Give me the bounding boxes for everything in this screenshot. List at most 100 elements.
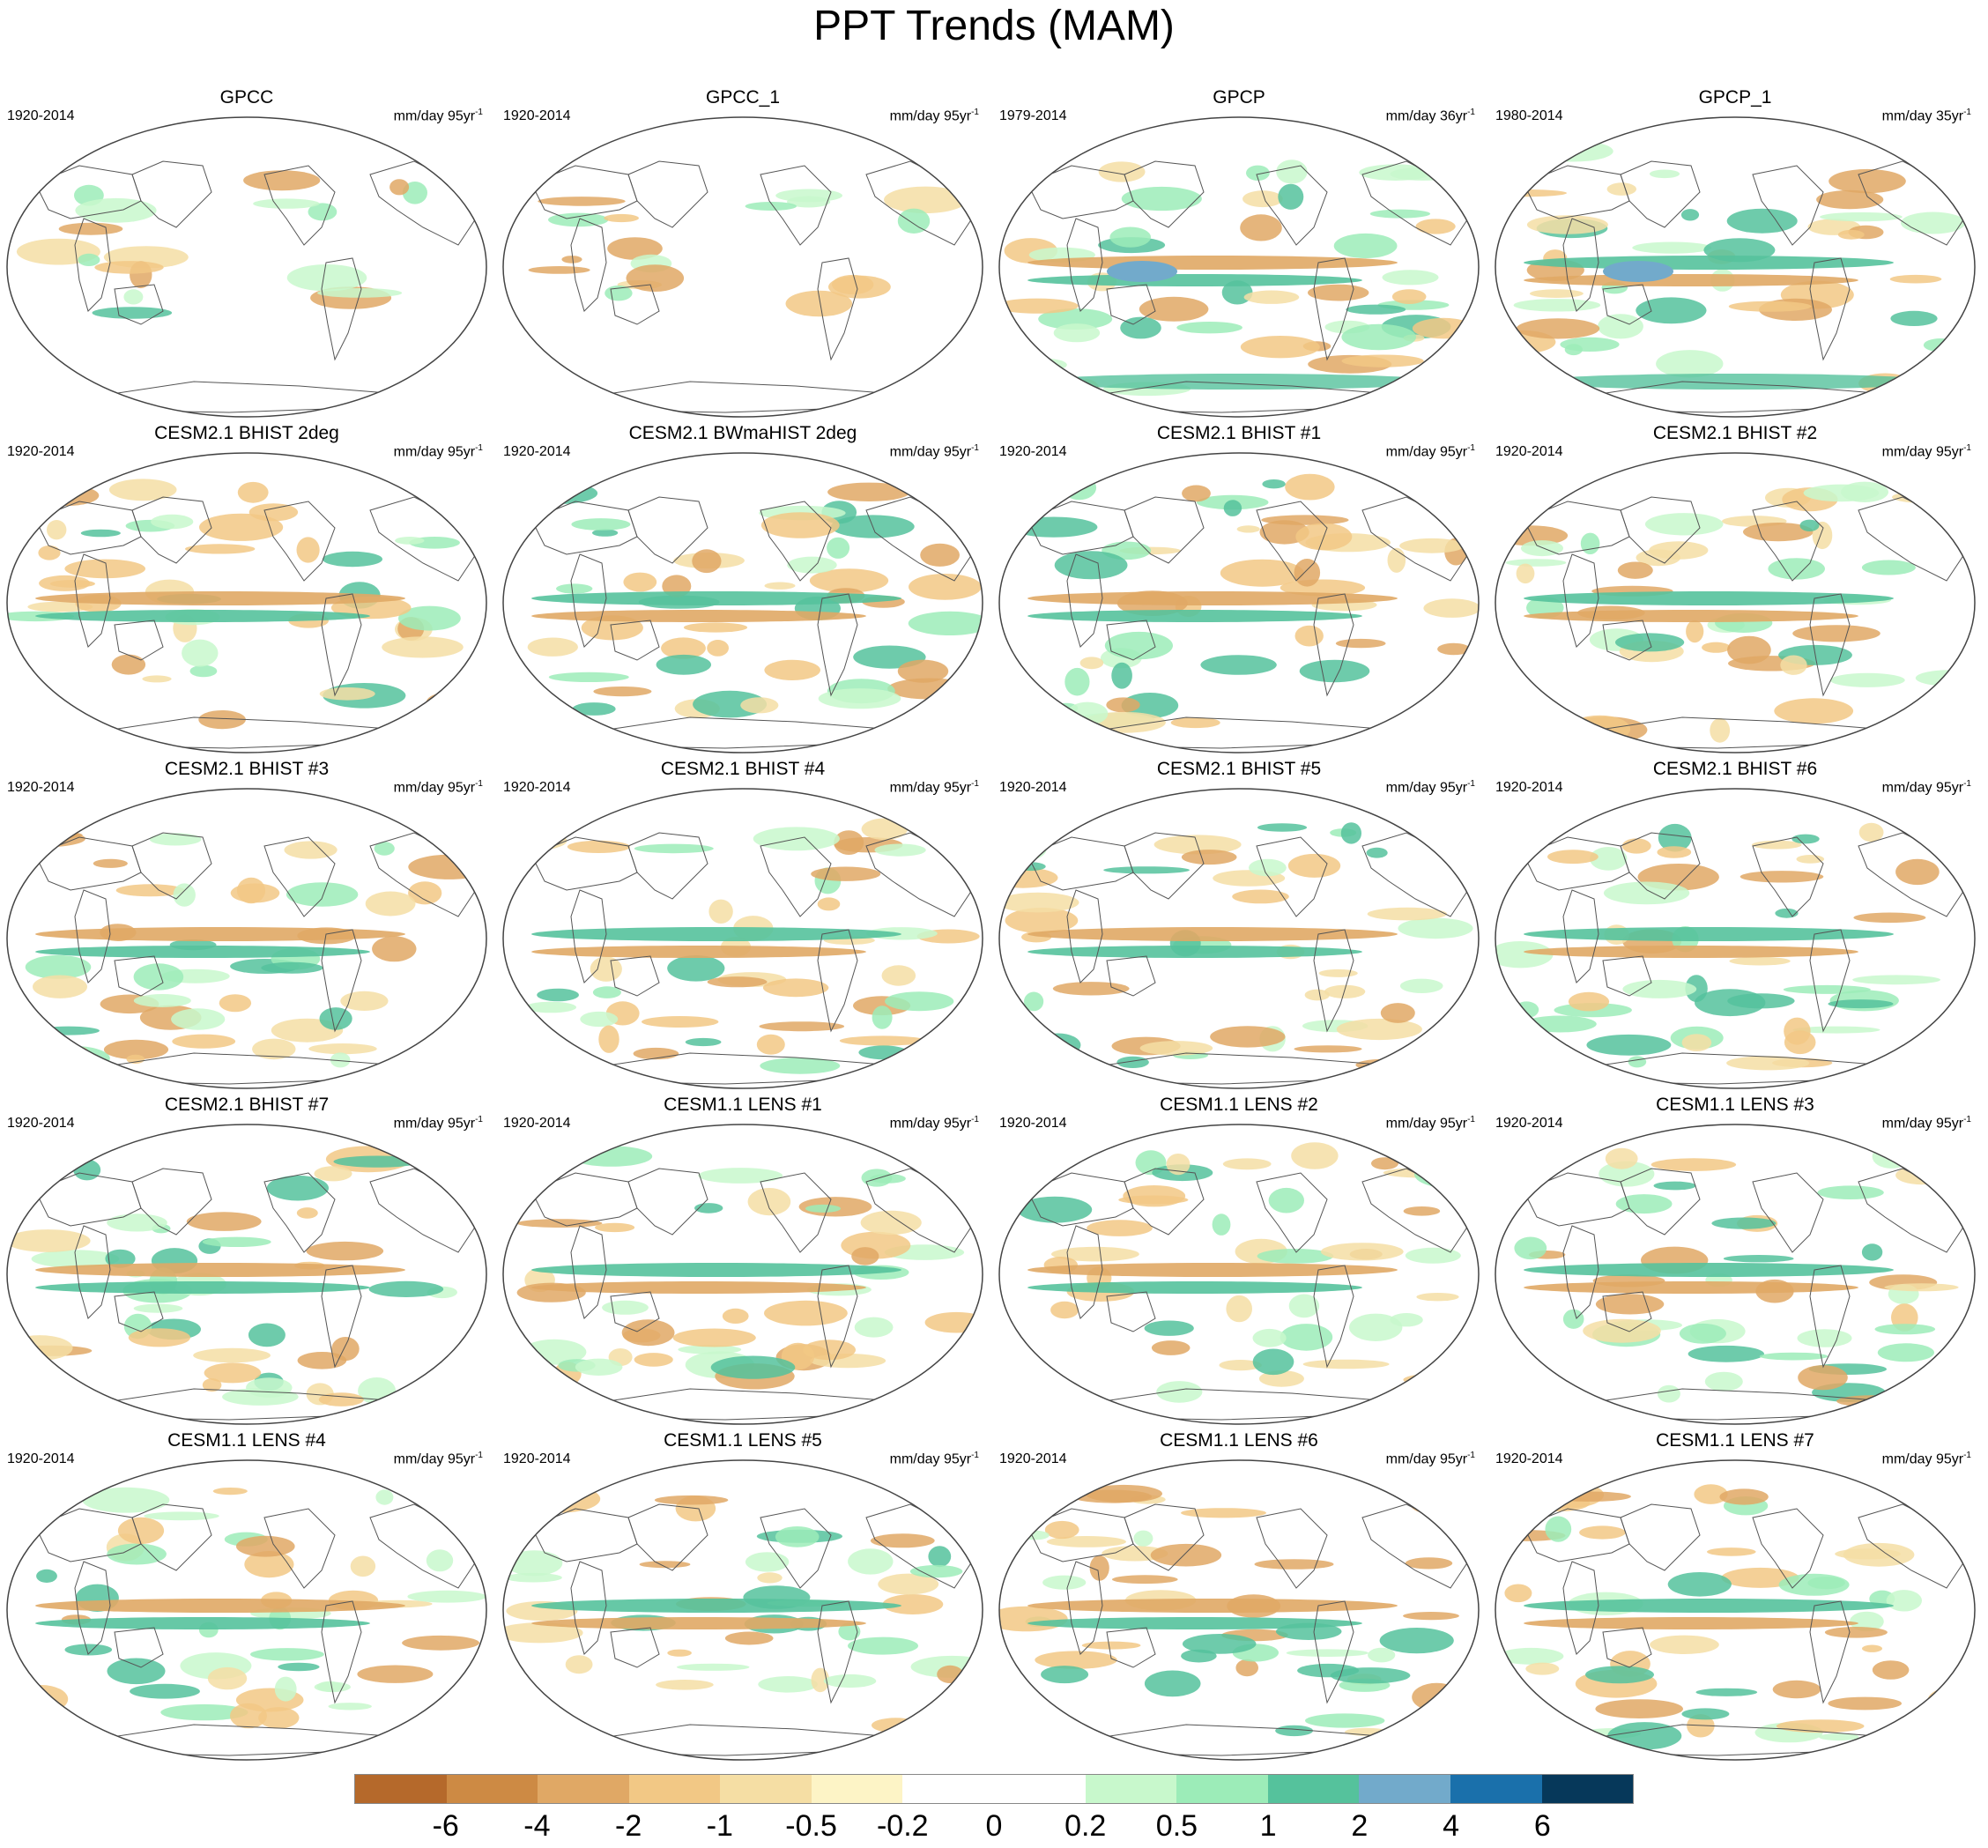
trend-patch bbox=[1414, 1160, 1479, 1189]
coastline bbox=[131, 160, 212, 228]
coastline bbox=[817, 929, 858, 1033]
trend-patch bbox=[602, 1300, 649, 1315]
equatorial-band bbox=[35, 1263, 405, 1277]
trend-patch bbox=[1681, 1034, 1712, 1051]
panel-units: mm/day 35yr-1 bbox=[1882, 104, 1971, 125]
trend-patch bbox=[1380, 1003, 1415, 1023]
trend-patch bbox=[760, 512, 840, 538]
trend-patch bbox=[323, 551, 382, 568]
panel-units-text: mm/day 95yr bbox=[1881, 1116, 1964, 1132]
equatorial-band bbox=[1027, 1617, 1362, 1629]
trend-field bbox=[1010, 473, 1479, 749]
trend-patch bbox=[999, 298, 1079, 314]
world-map bbox=[502, 788, 983, 1089]
trend-patch bbox=[1278, 183, 1304, 210]
trend-patch bbox=[1280, 1324, 1333, 1351]
trend-patch bbox=[365, 891, 416, 917]
map-frame bbox=[6, 1124, 487, 1425]
trend-patch bbox=[1780, 655, 1807, 675]
trend-patch bbox=[1220, 559, 1304, 587]
coastline bbox=[1809, 593, 1851, 697]
trend-patch bbox=[1512, 1154, 1533, 1171]
trend-patch bbox=[1901, 212, 1966, 234]
trend-patch bbox=[1355, 1058, 1412, 1071]
coastline bbox=[1523, 1508, 1630, 1562]
trend-patch bbox=[1044, 1520, 1079, 1540]
coastline bbox=[610, 620, 660, 661]
trend-patch bbox=[149, 833, 202, 846]
colorbar bbox=[354, 1774, 1634, 1804]
trend-patch bbox=[1820, 212, 1903, 222]
coastline bbox=[1313, 1265, 1354, 1369]
trend-patch bbox=[1650, 1635, 1719, 1654]
coastline bbox=[610, 1627, 660, 1668]
trend-patch bbox=[368, 1280, 444, 1297]
coastline bbox=[530, 501, 638, 555]
trend-patch bbox=[258, 1707, 300, 1729]
trend-patch bbox=[1240, 214, 1282, 241]
trend-patch bbox=[1726, 208, 1798, 234]
panel-title: CESM2.1 BHIST #5 bbox=[1156, 759, 1322, 779]
panel-units: mm/day 95yr-1 bbox=[1386, 1447, 1475, 1468]
coastline bbox=[1562, 889, 1599, 983]
panel-units: mm/day 95yr-1 bbox=[394, 1447, 483, 1468]
trend-patch bbox=[1405, 1557, 1453, 1570]
trend-patch bbox=[126, 1054, 145, 1064]
coastline bbox=[1066, 1561, 1103, 1655]
colorbar-tick-label: -4 bbox=[523, 1809, 551, 1843]
panel-units: mm/day 95yr-1 bbox=[1386, 440, 1475, 461]
panel-period: 1920-2014 bbox=[503, 1116, 571, 1131]
colorbar-tick-label: 0.2 bbox=[1064, 1809, 1107, 1843]
trend-patch bbox=[1106, 697, 1140, 713]
trend-patch bbox=[567, 840, 630, 853]
trend-field bbox=[14, 1487, 486, 1756]
trend-patch bbox=[1399, 978, 1443, 993]
trend-field bbox=[1495, 481, 1975, 749]
colorbar-tick-label: 1 bbox=[1259, 1809, 1277, 1843]
map-frame bbox=[1495, 116, 1976, 418]
trend-patch bbox=[314, 1166, 352, 1182]
coastline bbox=[1124, 1168, 1205, 1236]
trend-patch bbox=[676, 1663, 750, 1671]
map-panel: CESM1.1 LENS #4 1920-2014 mm/day 95yr-1 bbox=[0, 1429, 493, 1764]
trend-patch bbox=[1688, 1345, 1764, 1362]
map-panel: GPCP 1979-2014 mm/day 36yr-1 bbox=[992, 86, 1486, 421]
coastline bbox=[131, 1168, 212, 1236]
colorbar-swatch bbox=[1267, 1775, 1360, 1803]
equatorial-band bbox=[1524, 274, 1858, 286]
trend-patch bbox=[759, 1021, 845, 1032]
trend-patch bbox=[1038, 308, 1113, 330]
equatorial-band bbox=[1524, 927, 1894, 941]
coastline bbox=[321, 593, 362, 697]
trend-patch bbox=[787, 556, 837, 574]
coastline bbox=[530, 165, 638, 219]
panel-units-text: mm/day 95yr bbox=[1881, 780, 1964, 796]
trend-patch bbox=[1858, 822, 1884, 842]
panel-title: CESM2.1 BHIST #3 bbox=[164, 759, 330, 779]
coastline bbox=[1106, 955, 1156, 997]
trend-patch bbox=[186, 1212, 262, 1231]
trend-patch bbox=[1210, 1026, 1286, 1048]
coastline bbox=[114, 284, 164, 325]
colorbar-tick-label: 2 bbox=[1351, 1809, 1369, 1843]
trend-patch-strong bbox=[1603, 261, 1673, 282]
panel-units: mm/day 95yr-1 bbox=[1882, 1111, 1971, 1132]
coastline bbox=[627, 160, 708, 228]
panel-units-text: mm/day 35yr bbox=[1881, 108, 1964, 124]
trend-patch bbox=[1927, 1687, 1975, 1716]
trend-patch bbox=[1726, 1056, 1810, 1071]
map-frame bbox=[502, 1124, 983, 1425]
trend-patch bbox=[1547, 850, 1599, 865]
trend-patch bbox=[1320, 1243, 1404, 1261]
trend-patch bbox=[108, 479, 177, 501]
trend-patch bbox=[1254, 1559, 1334, 1570]
map-panel: CESM2.1 BWmaHIST 2deg 1920-2014 mm/day 95y… bbox=[496, 422, 990, 757]
panel-title: CESM2.1 BHIST #2 bbox=[1652, 423, 1818, 443]
trend-patch bbox=[1545, 1516, 1572, 1542]
trend-patch bbox=[1586, 1034, 1672, 1056]
trend-patch bbox=[1412, 317, 1475, 339]
coastline bbox=[600, 381, 885, 413]
trend-patch bbox=[1504, 1378, 1554, 1392]
trend-patch bbox=[909, 574, 982, 600]
trend-patch bbox=[78, 253, 100, 266]
